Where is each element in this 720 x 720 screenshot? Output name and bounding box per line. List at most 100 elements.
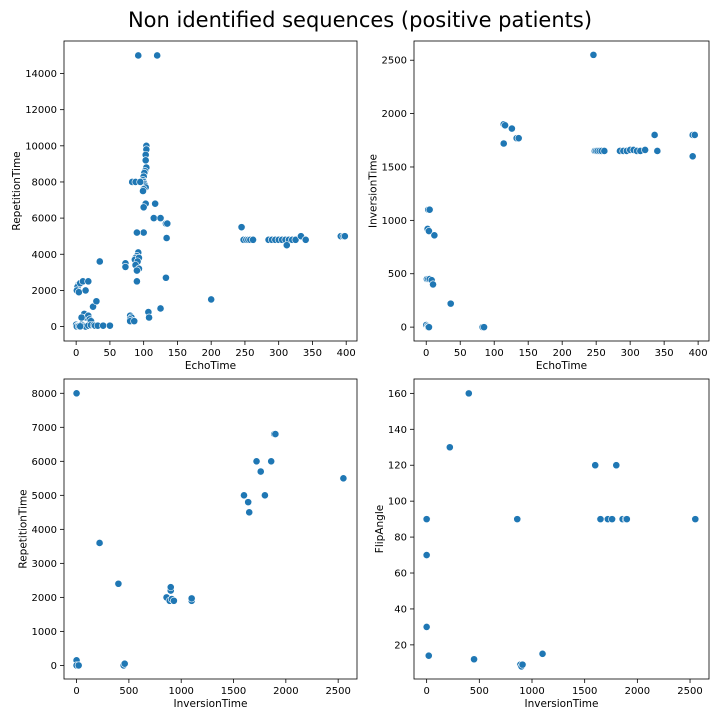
data-point [114,579,123,588]
data-point [95,257,104,266]
y-tick-label: 4000 [32,250,57,261]
y-tick-label: 100 [388,497,407,508]
data-point [507,124,516,133]
data-point [133,277,141,286]
data-point [133,228,141,237]
data-point [641,145,650,154]
x-tick-label: 500 [119,686,138,697]
data-point [187,594,196,603]
data-point [446,299,455,308]
y-tick-label: 0 [401,323,407,334]
x-tick-label: 50 [454,348,467,359]
data-point [237,223,246,232]
data-point [151,199,160,208]
data-point [162,234,171,242]
data-point [691,515,700,524]
data-point [77,313,86,322]
data-point [425,323,433,332]
data-point [153,51,162,60]
x-tick-label: 150 [168,348,187,359]
x-tick-label: 2000 [625,686,650,697]
data-point [424,651,433,660]
data-point [141,156,150,165]
x-tick-label: 250 [235,348,254,359]
data-point [501,121,509,130]
data-point [156,214,165,223]
x-tick-label: 1000 [168,686,193,697]
data-point [252,457,261,466]
data-point [425,205,434,214]
y-tick-label: 2000 [32,593,57,604]
data-point [249,235,257,244]
data-point [612,461,621,470]
y-tick-label: 2000 [32,286,57,297]
y-tick-label: 160 [388,389,407,400]
x-axis-label: InversionTime [174,698,248,710]
data-point [271,430,280,438]
x-tick-label: 50 [104,348,117,359]
data-point [120,659,129,668]
x-tick-label: 2500 [325,686,350,697]
y-tick-label: 5000 [32,491,57,502]
plot-frame [63,40,358,342]
x-tick-label: 2000 [273,686,298,697]
data-point [240,491,248,500]
data-point [591,461,600,470]
data-point [425,227,433,235]
data-point [422,515,431,524]
data-point [596,515,605,524]
figure-title: Non identified sequences (positive patie… [127,8,593,32]
y-axis-label: FlipAngle [374,505,386,553]
x-tick-label: 2500 [677,686,702,697]
panel-echotime-inversiontime: 0 50 100 150 200 250 300 350 400 0 500 1000 1500 2000… [367,40,710,372]
y-tick-label: 2500 [382,56,407,67]
y-tick-label: 10000 [25,141,57,152]
data-point [136,178,145,186]
data-point [130,317,139,326]
y-tick-label: 1500 [382,162,407,173]
panel-echotime-repetitiontime: 0 50 100 150 200 250 300 350 4000200040006000800… [11,40,358,372]
data-point [464,389,473,398]
data-point [84,277,93,286]
data-point [538,649,547,658]
y-tick-label: 60 [394,569,407,580]
data-point [622,515,631,524]
data-point [514,134,523,143]
data-point [340,232,349,241]
x-axis-label: InversionTime [525,698,599,710]
data-point [166,583,175,592]
data-point [162,273,170,282]
data-point [291,235,300,244]
y-tick-label: 80 [394,533,407,544]
data-point [99,321,108,330]
data-point [121,262,130,271]
data-point [513,515,522,524]
x-axis-label: EchoTime [185,360,236,372]
plot-frame [413,40,710,342]
data-point [518,660,527,669]
x-tick-label: 500 [470,686,489,697]
y-tick-label: 4000 [32,525,57,536]
data-point [139,203,148,212]
x-tick-label: 150 [519,348,538,359]
x-tick-label: 1500 [221,686,246,697]
data-point [156,304,165,313]
x-tick-label: 250 [587,348,606,359]
y-axis-label: RepetitionTime [17,489,29,568]
x-tick-label: 100 [134,348,153,359]
x-tick-label: 400 [689,348,708,359]
data-point [139,228,148,237]
x-tick-label: 1500 [572,686,597,697]
data-point [470,655,478,664]
y-tick-label: 140 [388,425,407,436]
y-tick-label: 500 [388,269,407,280]
y-tick-label: 14000 [25,69,57,80]
data-point [422,551,431,559]
x-tick-label: 350 [655,348,674,359]
y-tick-label: 0 [51,661,57,672]
data-point [72,389,81,398]
data-point [76,322,85,331]
data-point [207,295,216,304]
x-tick-label: 200 [553,348,572,359]
data-point [650,131,659,139]
